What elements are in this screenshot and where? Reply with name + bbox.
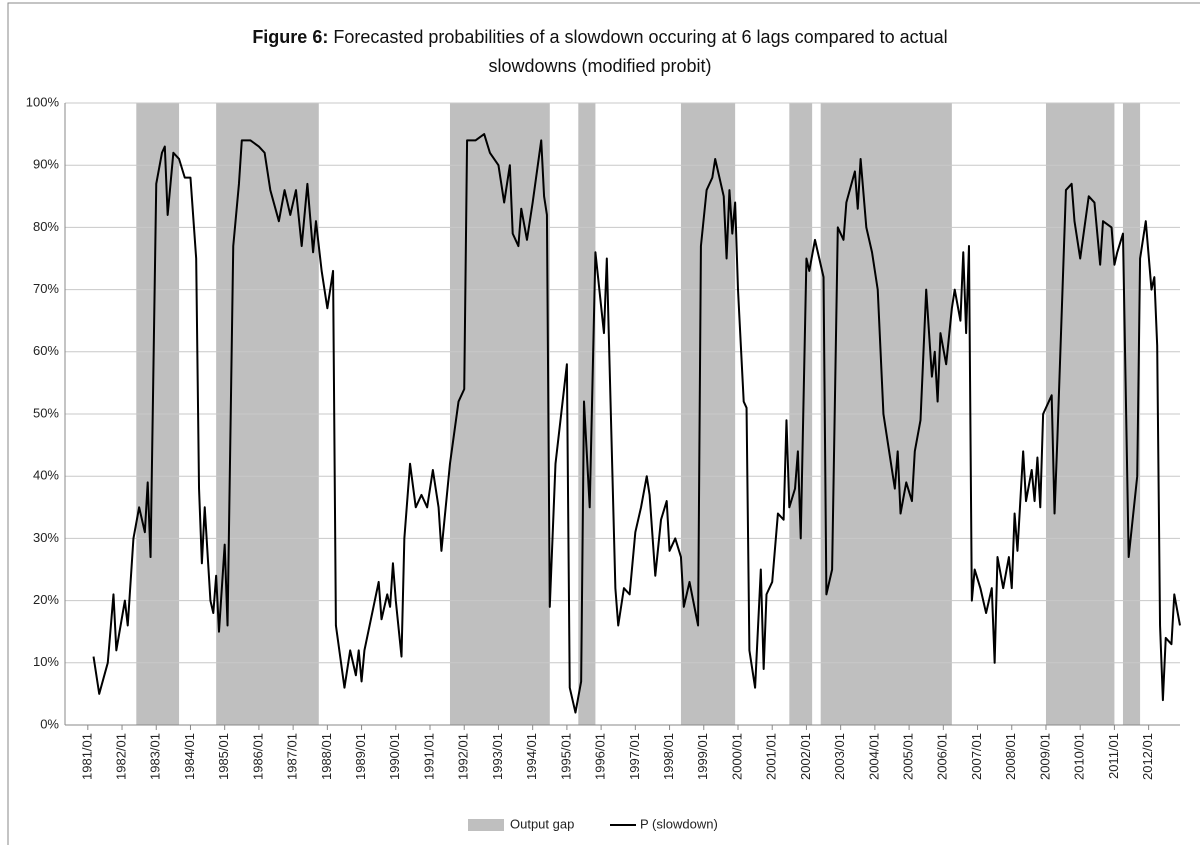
y-tick-label: 90% (33, 157, 59, 172)
x-tick-label: 1983/01 (148, 733, 163, 780)
x-tick-label: 1992/01 (456, 733, 471, 780)
x-tick-label: 1981/01 (79, 733, 94, 780)
title-line: slowdowns (modified probit) (488, 56, 711, 76)
title-prefix: Figure 6: (252, 27, 328, 47)
legend-swatch (468, 819, 504, 831)
x-tick-label: 1998/01 (661, 733, 676, 780)
x-tick-label: 2009/01 (1037, 733, 1052, 780)
y-tick-label: 0% (40, 716, 59, 731)
x-tick-label: 2002/01 (798, 733, 813, 780)
y-tick-label: 60% (33, 343, 59, 358)
x-tick-label: 2007/01 (969, 733, 984, 780)
y-tick-label: 50% (33, 405, 59, 420)
x-tick-label: 1988/01 (319, 733, 334, 780)
x-tick-label: 1987/01 (285, 733, 300, 780)
x-tick-label: 2001/01 (764, 733, 779, 780)
x-tick-label: 1999/01 (695, 733, 710, 780)
x-tick-label: 2003/01 (832, 733, 847, 780)
x-tick-label: 2008/01 (1003, 733, 1018, 780)
x-tick-label: 2004/01 (866, 733, 881, 780)
y-tick-label: 20% (33, 592, 59, 607)
x-tick-label: 1996/01 (593, 733, 608, 780)
legend-label: P (slowdown) (640, 816, 718, 831)
x-tick-label: 1982/01 (113, 733, 128, 780)
y-tick-label: 30% (33, 530, 59, 545)
x-tick-label: 1995/01 (558, 733, 573, 780)
x-tick-label: 2010/01 (1072, 733, 1087, 780)
x-tick-label: 1989/01 (353, 733, 368, 780)
x-tick-label: 1991/01 (421, 733, 436, 780)
y-tick-label: 80% (33, 219, 59, 234)
x-tick-label: 2012/01 (1140, 733, 1155, 780)
x-tick-label: 1986/01 (250, 733, 265, 780)
x-tick-label: 2006/01 (935, 733, 950, 780)
legend-label: Output gap (510, 816, 574, 831)
y-tick-label: 100% (26, 94, 60, 109)
x-tick-label: 2000/01 (729, 733, 744, 780)
x-tick-label: 1984/01 (182, 733, 197, 780)
x-tick-label: 1990/01 (387, 733, 402, 780)
y-tick-label: 40% (33, 468, 59, 483)
title-line: Forecasted probabilities of a slowdown o… (333, 27, 947, 47)
x-tick-label: 1997/01 (627, 733, 642, 780)
x-tick-label: 1993/01 (490, 733, 505, 780)
chart-title: Figure 6: Forecasted probabilities of a s… (252, 27, 947, 47)
y-tick-label: 70% (33, 281, 59, 296)
x-tick-label: 2011/01 (1106, 733, 1121, 779)
chart-frame (7, 2, 1200, 845)
x-tick-label: 2005/01 (901, 733, 916, 780)
x-tick-label: 1985/01 (216, 733, 231, 780)
x-tick-label: 1994/01 (524, 733, 539, 780)
probability-line (92, 133, 1181, 714)
y-tick-label: 10% (33, 654, 59, 669)
